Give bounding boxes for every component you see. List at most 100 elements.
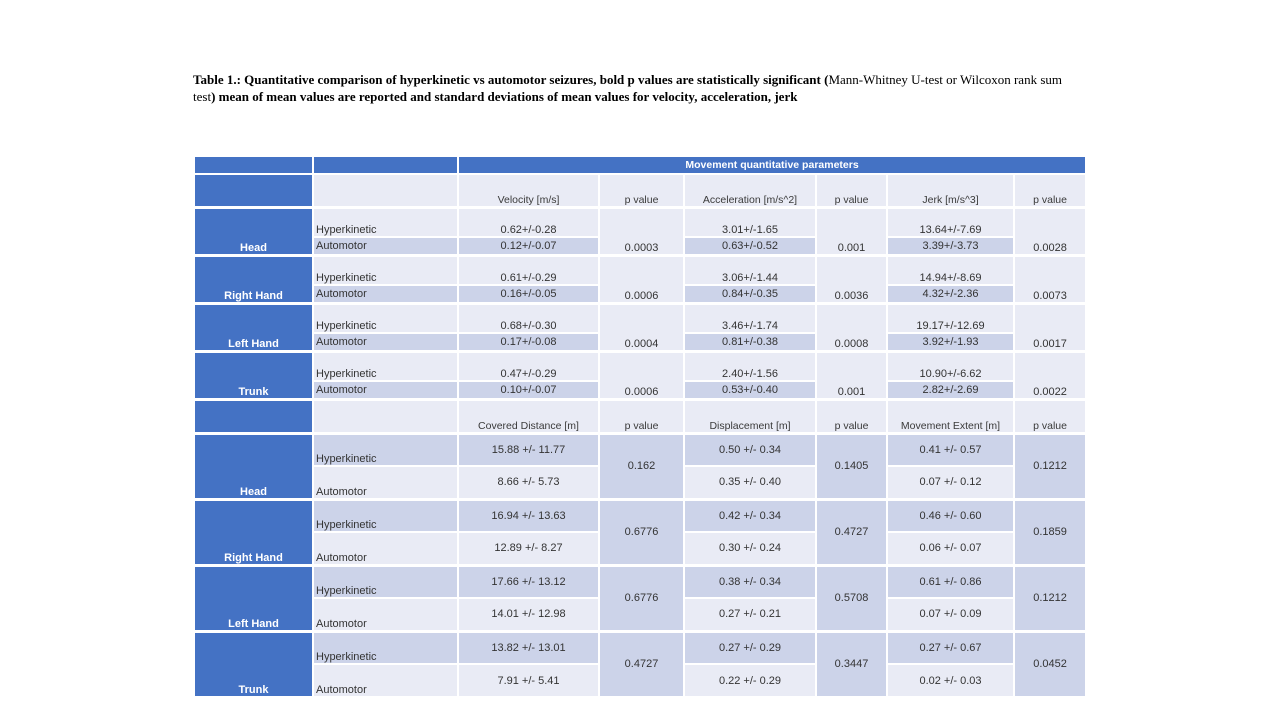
p-value-cell: 0.4727: [815, 497, 888, 566]
p-value-cell: 0.0036: [815, 253, 888, 304]
row-righthand-automotor-2: Automotor 12.89 +/- 8.27 0.30 +/- 0.24 0…: [194, 531, 1086, 566]
seizure-type-cell: Hyperkinetic: [312, 301, 459, 334]
seizure-type-cell: Automotor: [312, 284, 459, 304]
value-cell: 14.94+/-8.69: [886, 253, 1015, 286]
row-head-hyperkinetic-2: Head Hyperkinetic 15.88 +/- 11.77 0.162 …: [193, 431, 1088, 500]
seizure-type-cell: Hyperkinetic: [312, 253, 459, 286]
value-cell: 8.66 +/- 5.73: [457, 465, 600, 500]
column-header-movement-extent: Movement Extent [m]: [886, 397, 1015, 434]
body-part-cell: Head: [193, 205, 314, 256]
value-cell: 0.61 +/- 0.86: [886, 563, 1015, 599]
body-part-cell: Left Hand: [193, 301, 314, 352]
column-header-jerk: Jerk [m/s^3]: [886, 173, 1015, 208]
p-value-cell: 0.0008: [815, 301, 888, 352]
column-header-pvalue: p value: [815, 173, 888, 208]
comparison-table: Movement quantitative parameters Velocit…: [193, 155, 1088, 698]
value-cell: 0.27 +/- 0.29: [683, 629, 817, 665]
value-cell: 15.88 +/- 11.77: [457, 431, 600, 467]
column-header-pvalue: p value: [598, 173, 685, 208]
column-header-pvalue: p value: [1012, 173, 1088, 208]
p-value-cell: 0.6776: [598, 497, 685, 566]
value-cell: 0.38 +/- 0.34: [683, 563, 817, 599]
row-trunk-automotor-2: Automotor 7.91 +/- 5.41 0.22 +/- 0.29 0.…: [194, 663, 1086, 698]
body-part-cell: Right Hand: [193, 253, 314, 304]
value-cell: 7.91 +/- 5.41: [457, 663, 600, 698]
seizure-type-cell: Hyperkinetic: [312, 563, 459, 599]
seizure-type-cell: Hyperkinetic: [312, 431, 459, 467]
value-cell: 0.47+/-0.29: [457, 349, 600, 382]
row-lefthand-hyperkinetic-2: Left Hand Hyperkinetic 17.66 +/- 13.12 0…: [193, 563, 1088, 632]
value-cell: 0.17+/-0.08: [457, 332, 600, 352]
spacer-cell: [312, 397, 459, 434]
seizure-type-cell: Automotor: [312, 663, 459, 698]
p-value-cell: 0.6776: [598, 563, 685, 632]
body-part-cell: Head: [193, 431, 314, 500]
row-head-automotor: Automotor 0.12+/-0.07 0.63+/-0.52 3.39+/…: [194, 236, 1086, 256]
seizure-type-cell: Automotor: [312, 531, 459, 566]
p-value-cell: 0.1859: [1012, 497, 1088, 566]
body-part-cell: Left Hand: [193, 563, 314, 632]
column-header-pvalue: p value: [598, 397, 685, 434]
column-header-covered-distance: Covered Distance [m]: [457, 397, 600, 434]
p-value-cell: 0.0017: [1012, 301, 1088, 352]
caption-normal-mid: Mann-Whitney U-test or Wilcoxon rank sum…: [193, 72, 1062, 104]
seizure-type-cell: Automotor: [312, 332, 459, 352]
seizure-type-cell: Hyperkinetic: [312, 629, 459, 665]
row-lefthand-automotor: Automotor 0.17+/-0.08 0.81+/-0.38 3.92+/…: [194, 332, 1086, 352]
column-header-displacement: Displacement [m]: [683, 397, 817, 434]
value-cell: 0.42 +/- 0.34: [683, 497, 817, 533]
seizure-type-cell: Automotor: [312, 236, 459, 256]
row-trunk-hyperkinetic-2: Trunk Hyperkinetic 13.82 +/- 13.01 0.472…: [193, 629, 1088, 698]
value-cell: 3.06+/-1.44: [683, 253, 817, 286]
p-value-cell: 0.5708: [815, 563, 888, 632]
value-cell: 0.68+/-0.30: [457, 301, 600, 334]
value-cell: 0.12+/-0.07: [457, 236, 600, 256]
p-value-cell: 0.0003: [598, 205, 685, 256]
value-cell: 12.89 +/- 8.27: [457, 531, 600, 566]
p-value-cell: 0.1212: [1012, 431, 1088, 500]
value-cell: 2.82+/-2.69: [886, 380, 1015, 400]
seizure-type-cell: Automotor: [312, 465, 459, 500]
value-cell: 17.66 +/- 13.12: [457, 563, 600, 599]
p-value-cell: 0.001: [815, 205, 888, 256]
value-cell: 0.50 +/- 0.34: [683, 431, 817, 467]
column-header-velocity: Velocity [m/s]: [457, 173, 600, 208]
value-cell: 14.01 +/- 12.98: [457, 597, 600, 632]
value-cell: 0.63+/-0.52: [683, 236, 817, 256]
value-cell: 0.10+/-0.07: [457, 380, 600, 400]
p-value-cell: 0.162: [598, 431, 685, 500]
value-cell: 16.94 +/- 13.63: [457, 497, 600, 533]
value-cell: 3.92+/-1.93: [886, 332, 1015, 352]
p-value-cell: 0.0006: [598, 349, 685, 400]
value-cell: 4.32+/-2.36: [886, 284, 1015, 304]
value-cell: 0.81+/-0.38: [683, 332, 817, 352]
value-cell: 0.02 +/- 0.03: [886, 663, 1015, 698]
p-value-cell: 0.0022: [1012, 349, 1088, 400]
p-value-cell: 0.001: [815, 349, 888, 400]
body-part-cell: Trunk: [193, 629, 314, 698]
value-cell: 0.07 +/- 0.09: [886, 597, 1015, 632]
seizure-type-cell: Hyperkinetic: [312, 497, 459, 533]
value-cell: 0.84+/-0.35: [683, 284, 817, 304]
row-trunk-hyperkinetic: Trunk Hyperkinetic 0.47+/-0.29 0.0006 2.…: [193, 349, 1088, 400]
body-part-cell: Right Hand: [193, 497, 314, 566]
header-row-section2: Covered Distance [m] p value Displacemen…: [193, 397, 1088, 434]
row-lefthand-automotor-2: Automotor 14.01 +/- 12.98 0.27 +/- 0.21 …: [194, 597, 1086, 632]
row-righthand-hyperkinetic: Right Hand Hyperkinetic 0.61+/-0.29 0.00…: [193, 253, 1088, 304]
header-row-top: Movement quantitative parameters: [193, 155, 1088, 175]
caption-bold-start: Table 1.: Quantitative comparison of hyp…: [193, 72, 829, 87]
value-cell: 0.06 +/- 0.07: [886, 531, 1015, 566]
row-righthand-automotor: Automotor 0.16+/-0.05 0.84+/-0.35 4.32+/…: [194, 284, 1086, 304]
column-header-acceleration: Acceleration [m/s^2]: [683, 173, 817, 208]
seizure-type-cell: Automotor: [312, 597, 459, 632]
caption-bold-end: ) mean of mean values are reported and s…: [211, 89, 798, 104]
column-header-pvalue: p value: [815, 397, 888, 434]
value-cell: 2.40+/-1.56: [683, 349, 817, 382]
value-cell: 0.27 +/- 0.21: [683, 597, 817, 632]
p-value-cell: 0.0452: [1012, 629, 1088, 698]
value-cell: 13.64+/-7.69: [886, 205, 1015, 238]
row-head-automotor-2: Automotor 8.66 +/- 5.73 0.35 +/- 0.40 0.…: [194, 465, 1086, 500]
p-value-cell: 0.0006: [598, 253, 685, 304]
value-cell: 3.01+/-1.65: [683, 205, 817, 238]
value-cell: 0.22 +/- 0.29: [683, 663, 817, 698]
